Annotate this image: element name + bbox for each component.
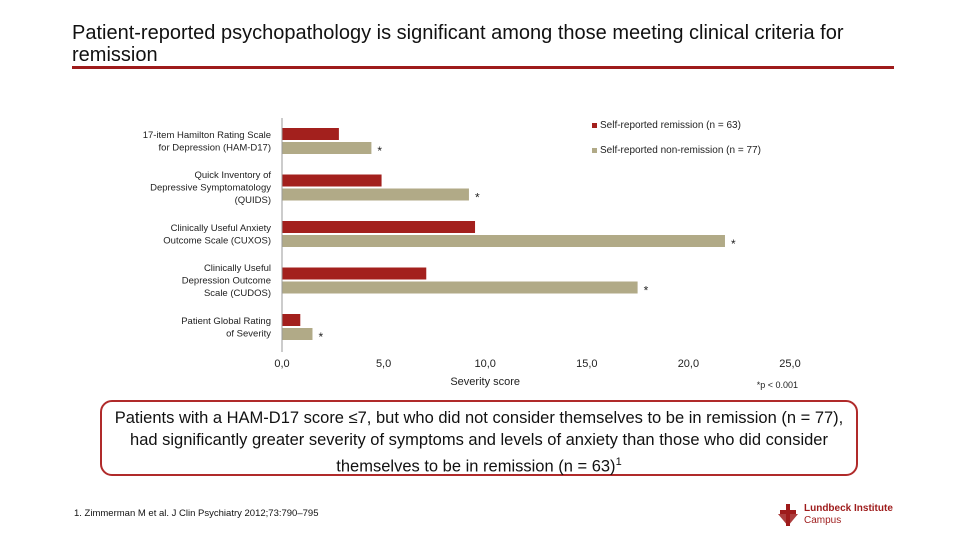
lundbeck-logo: Lundbeck Institute Campus	[778, 500, 908, 530]
significance-mark-3: *	[644, 284, 649, 298]
category-label-3: Scale (CUDOS)	[204, 288, 271, 299]
significance-mark-2: *	[731, 237, 736, 251]
category-label-4: Patient Global Rating	[181, 316, 271, 327]
category-label-1: Depressive Symptomatology	[150, 183, 271, 194]
legend-label-0: Self-reported remission (n = 63)	[600, 120, 741, 131]
title-underline	[72, 66, 894, 69]
significance-annotation: *p < 0.001	[757, 380, 798, 390]
callout-text: Patients with a HAM-D17 score ≤7, but wh…	[114, 409, 844, 476]
category-label-0: 17-item Hamilton Rating Scale	[143, 130, 271, 141]
bar-remission-3	[282, 267, 427, 280]
bars: * * * * *	[282, 128, 736, 344]
category-label-1: (QUIDS)	[235, 195, 271, 206]
legend: Self-reported remission (n = 63) Self-rep…	[592, 120, 761, 156]
footnote-reference: 1. Zimmerman M et al. J Clin Psychiatry …	[74, 508, 319, 519]
bar-remission-1	[282, 174, 382, 187]
x-tick-label: 10,0	[474, 358, 495, 370]
significance-mark-4: *	[318, 330, 323, 344]
category-label-0: for Depression (HAM-D17)	[159, 142, 271, 153]
callout-box: Patients with a HAM-D17 score ≤7, but wh…	[100, 400, 858, 476]
x-axis-label: Severity score	[450, 376, 520, 388]
x-tick-label: 15,0	[576, 358, 597, 370]
category-label-1: Quick Inventory of	[194, 170, 271, 181]
legend-swatch-0	[592, 123, 597, 128]
logo-name: Lundbeck Institute	[804, 503, 893, 514]
bar-non-remission-3	[282, 281, 638, 294]
category-label-2: Clinically Useful Anxiety	[171, 223, 272, 234]
lundbeck-cross-icon	[778, 504, 798, 526]
category-label-2: Outcome Scale (CUXOS)	[163, 235, 271, 246]
x-tick-label: 20,0	[678, 358, 699, 370]
significance-mark-0: *	[377, 144, 382, 158]
logo-subtitle: Campus	[804, 515, 842, 526]
bar-chart: Self-reported remission (n = 63) Self-rep…	[143, 118, 801, 390]
bar-remission-4	[282, 314, 301, 326]
callout-reference: 1	[615, 456, 622, 468]
bar-remission-0	[282, 128, 339, 140]
page-title: Patient-reported psychopathology is sign…	[72, 22, 844, 66]
x-tick-label: 0,0	[274, 358, 289, 370]
category-label-3: Depression Outcome	[182, 276, 271, 287]
bar-non-remission-2	[282, 235, 725, 247]
bar-remission-2	[282, 221, 476, 233]
significance-mark-1: *	[475, 191, 480, 205]
category-label-3: Clinically Useful	[204, 263, 271, 274]
bar-non-remission-4	[282, 328, 313, 340]
x-axis: 0,0 5,0 10,0 15,0 20,0 25,0 Severity score *p <…	[274, 118, 801, 390]
category-label-4: of Severity	[226, 328, 271, 339]
x-tick-label: 5,0	[376, 358, 391, 370]
legend-label-1: Self-reported non-remission (n = 77)	[600, 145, 761, 156]
x-tick-label: 25,0	[779, 358, 800, 370]
bar-non-remission-1	[282, 188, 469, 201]
bar-non-remission-0	[282, 142, 372, 154]
legend-swatch-1	[592, 148, 597, 153]
